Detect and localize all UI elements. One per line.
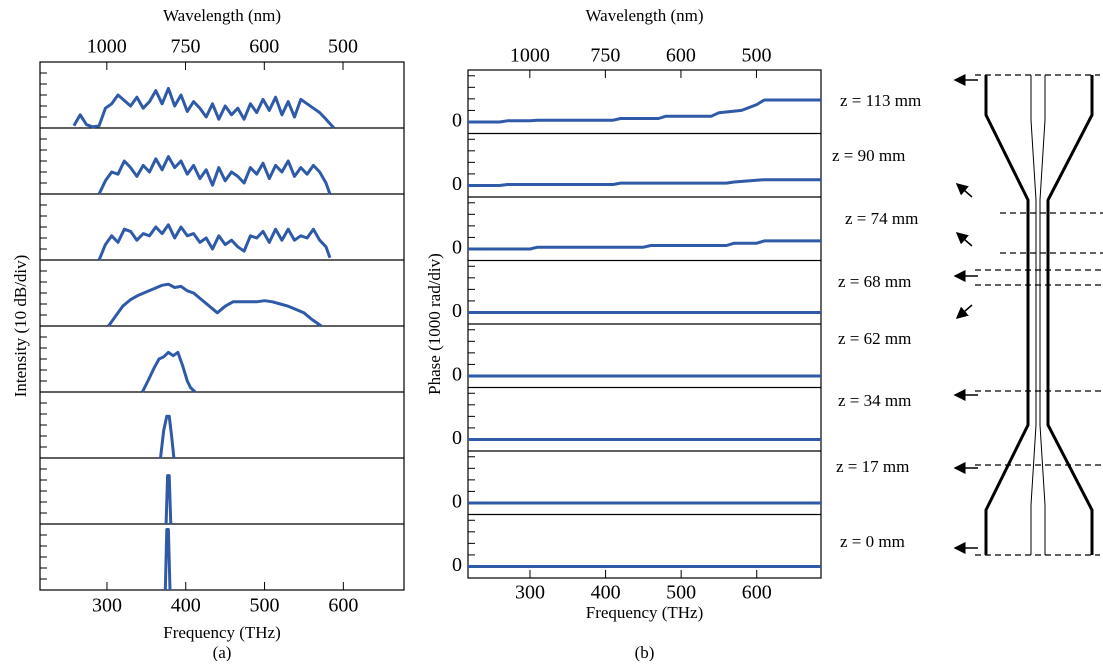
top-tick-label: 750	[590, 45, 620, 67]
x-tick-label: 600	[328, 595, 358, 617]
y-tick-label: 0	[452, 554, 462, 576]
caption: (a)	[213, 643, 232, 661]
top-tick-label: 500	[328, 36, 358, 58]
z-label: z = 34 mm	[838, 391, 911, 410]
z-label: z = 0 mm	[840, 532, 905, 551]
chart-panel: Wavelength (nm) Frequency (THz)(a) Intensi…	[11, 6, 405, 662]
z-label: z = 113 mm	[840, 91, 921, 110]
top-tick-label: 1000	[87, 36, 127, 58]
x-tick-label: 500	[250, 595, 280, 617]
x-tick-label: 400	[591, 582, 621, 604]
arrow	[955, 232, 973, 247]
y-tick-label: 0	[452, 427, 462, 449]
y-axis-label: Phase (1000 rad/div)	[425, 253, 444, 395]
x-tick-label: 400	[171, 595, 201, 617]
x-tick-label: 300	[515, 582, 545, 604]
spectrum-line	[468, 239, 821, 251]
taper-diagram: z = 113 mm z = 90 mm z = 74 mm z = 68 mm…	[832, 74, 1103, 556]
spectrum-line	[107, 282, 323, 328]
axis-title-top: Wavelength (nm)	[163, 6, 281, 25]
x-axis-label: Frequency (THz)	[163, 623, 281, 642]
chart-panel: Wavelength (nm) Frequency (THz) (b) Phase (…	[425, 6, 822, 662]
spectrum-line	[163, 528, 172, 591]
core-line	[1039, 75, 1046, 555]
x-tick-label: 500	[666, 582, 696, 604]
x-tick-label: 300	[92, 595, 122, 617]
y-tick-label: 0	[452, 110, 462, 132]
taper-outline	[1046, 75, 1094, 555]
spectrum-line	[164, 474, 173, 525]
core-line	[1030, 75, 1037, 555]
top-tick-label: 600	[666, 45, 696, 67]
spectrum-line	[97, 155, 332, 195]
z-label: z = 90 mm	[832, 146, 905, 165]
axis-title-top: Wavelength (nm)	[585, 6, 703, 25]
spectrum-line	[141, 350, 197, 394]
spectrum-line	[72, 86, 336, 130]
y-tick-label: 0	[452, 300, 462, 322]
arrow	[955, 183, 973, 198]
y-tick-label: 0	[452, 491, 462, 513]
y-axis-label: Intensity (10 dB/div)	[11, 255, 30, 398]
y-tick-label: 0	[452, 364, 462, 386]
z-label: z = 17 mm	[836, 457, 909, 476]
spectrum-line	[468, 98, 821, 124]
arrow	[955, 304, 973, 319]
top-tick-label: 750	[171, 36, 201, 58]
z-label: z = 68 mm	[838, 272, 911, 291]
taper-outline	[984, 75, 1030, 555]
spectrum-line	[468, 178, 821, 187]
x-axis-label: Frequency (THz)	[586, 603, 704, 622]
z-label: z = 74 mm	[845, 209, 918, 228]
spectrum-line	[97, 223, 332, 261]
spectrum-line	[159, 414, 176, 459]
top-tick-label: 1000	[510, 45, 550, 67]
x-tick-label: 600	[742, 582, 772, 604]
top-tick-label: 600	[249, 36, 279, 58]
caption: (b)	[635, 643, 655, 661]
y-tick-label: 0	[452, 237, 462, 259]
z-label: z = 62 mm	[838, 329, 911, 348]
y-tick-label: 0	[452, 173, 462, 195]
top-tick-label: 500	[741, 45, 771, 67]
